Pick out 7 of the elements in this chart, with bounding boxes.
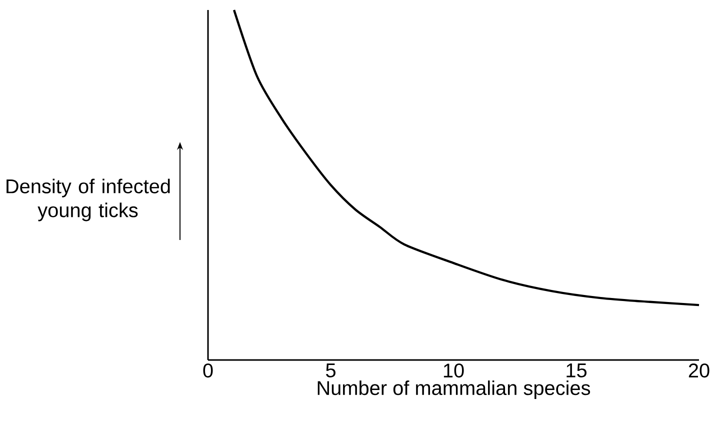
x-tick-label: 10 xyxy=(444,364,464,378)
x-tick-label: 0 xyxy=(203,364,213,378)
y-axis-title: Density of infected young ticks xyxy=(6,178,170,222)
x-axis-title: Number of mammalian species xyxy=(318,380,590,400)
x-tick-label: 20 xyxy=(688,364,710,378)
x-tick-label: 5 xyxy=(326,364,336,378)
x-tick-label: 15 xyxy=(566,364,587,378)
